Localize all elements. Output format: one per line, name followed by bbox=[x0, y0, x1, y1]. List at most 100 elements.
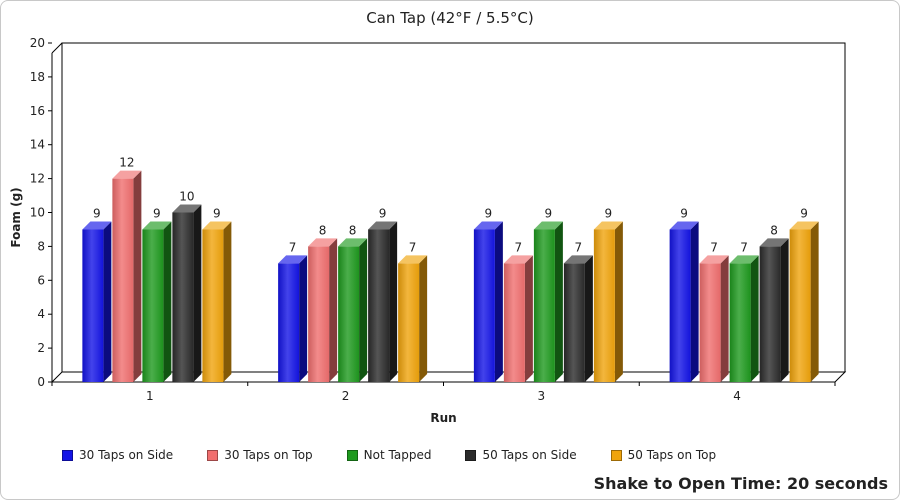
bar bbox=[699, 263, 721, 382]
bar-top bbox=[729, 255, 759, 264]
y-tick-label: 12 bbox=[30, 172, 45, 186]
legend: 30 Taps on Side 30 Taps on Top Not Tapped 5… bbox=[62, 447, 750, 463]
legend-label: 30 Taps on Top bbox=[224, 448, 313, 462]
bar-top bbox=[503, 255, 533, 264]
bar-side bbox=[750, 255, 759, 382]
legend-swatch bbox=[207, 449, 219, 461]
y-tick-label: 10 bbox=[30, 206, 45, 220]
bar-side bbox=[329, 238, 338, 382]
bar-top bbox=[308, 238, 338, 247]
bar bbox=[338, 246, 360, 382]
bar-top bbox=[593, 221, 623, 230]
data-label: 7 bbox=[515, 240, 523, 254]
data-label: 8 bbox=[349, 223, 357, 237]
x-tick-label: 3 bbox=[538, 389, 546, 403]
bar-top bbox=[202, 221, 232, 230]
bar bbox=[308, 246, 330, 382]
data-label: 8 bbox=[770, 223, 778, 237]
data-label: 12 bbox=[119, 156, 134, 170]
bar-top bbox=[533, 221, 563, 230]
y-axis-title: Foam (g) bbox=[9, 187, 23, 247]
data-label: 7 bbox=[710, 240, 718, 254]
bar-top bbox=[398, 255, 428, 264]
bar bbox=[789, 229, 811, 382]
x-tick-label: 4 bbox=[733, 389, 741, 403]
legend-item: Not Tapped bbox=[346, 448, 432, 462]
legend-label: Not Tapped bbox=[363, 448, 432, 462]
bar-top bbox=[82, 221, 112, 230]
data-label: 10 bbox=[179, 190, 194, 204]
data-label: 9 bbox=[485, 206, 493, 220]
chart-title: Can Tap (42°F / 5.5°C) bbox=[366, 9, 534, 27]
bar bbox=[202, 229, 224, 382]
y-axis-top-edge bbox=[51, 42, 63, 54]
y-tick-label: 8 bbox=[37, 239, 45, 253]
bar-side bbox=[223, 221, 232, 382]
data-label: 9 bbox=[545, 206, 553, 220]
bar bbox=[593, 229, 615, 382]
bar bbox=[112, 178, 134, 382]
x-tick-label: 2 bbox=[342, 389, 350, 403]
legend-item: 50 Taps on Top bbox=[610, 448, 717, 462]
bar-top bbox=[338, 238, 368, 247]
bar bbox=[473, 229, 495, 382]
bar-top bbox=[699, 255, 729, 264]
legend-swatch bbox=[465, 449, 477, 461]
bar-top bbox=[368, 221, 398, 230]
data-label: 8 bbox=[319, 223, 327, 237]
y-tick-label: 0 bbox=[37, 375, 45, 389]
bar-side bbox=[419, 255, 428, 382]
bar-top bbox=[278, 255, 308, 264]
bar bbox=[368, 229, 390, 382]
data-label: 9 bbox=[680, 206, 688, 220]
bar-side bbox=[163, 221, 172, 382]
bar bbox=[563, 263, 585, 382]
data-label: 9 bbox=[605, 206, 613, 220]
bar-side bbox=[810, 221, 819, 382]
bar-top bbox=[759, 238, 789, 247]
data-label: 7 bbox=[575, 240, 583, 254]
legend-swatch bbox=[610, 449, 622, 461]
data-label: 9 bbox=[213, 206, 221, 220]
bar-side bbox=[720, 255, 729, 382]
y-tick-label: 18 bbox=[30, 70, 45, 84]
legend-swatch bbox=[62, 449, 73, 461]
legend-label: 50 Taps on Top bbox=[627, 448, 717, 462]
bar bbox=[142, 229, 164, 382]
legend-label: 30 Taps on Side bbox=[79, 448, 174, 462]
bar-side bbox=[359, 238, 368, 382]
data-label: 9 bbox=[800, 206, 808, 220]
bar-side bbox=[193, 204, 202, 382]
bar-side bbox=[133, 170, 142, 382]
bar-side bbox=[389, 221, 398, 382]
x-axis-title: Run bbox=[430, 411, 456, 425]
bar bbox=[533, 229, 555, 382]
legend-label: 50 Taps on Side bbox=[482, 448, 577, 462]
legend-item: 30 Taps on Side bbox=[62, 448, 173, 462]
y-tick-label: 16 bbox=[30, 104, 45, 118]
bar bbox=[503, 263, 525, 382]
bar-chart: 0 2 4 6 8 10 12 14 16 18 20 Foam (g) Run 1 9 12 9 10 9 2 7 8 8… bbox=[9, 36, 847, 425]
bar-side bbox=[524, 255, 533, 382]
footnote: Shake to Open Time: 20 seconds bbox=[593, 474, 888, 493]
bar-side bbox=[584, 255, 593, 382]
bar-top bbox=[112, 170, 142, 179]
y-tick-label: 14 bbox=[30, 138, 45, 152]
bar-side bbox=[299, 255, 308, 382]
bar-top bbox=[172, 204, 202, 213]
bar bbox=[82, 229, 104, 382]
bar bbox=[669, 229, 691, 382]
data-label: 7 bbox=[289, 240, 297, 254]
bar-top bbox=[563, 255, 593, 264]
bar bbox=[729, 263, 751, 382]
y-tick-label: 6 bbox=[37, 273, 45, 287]
data-label: 9 bbox=[153, 206, 161, 220]
legend-item: 50 Taps on Side bbox=[465, 448, 577, 462]
bar-side bbox=[780, 238, 789, 382]
bar-top bbox=[473, 221, 503, 230]
bar-side bbox=[103, 221, 112, 382]
data-label: 7 bbox=[740, 240, 748, 254]
legend-item: 30 Taps on Top bbox=[207, 448, 313, 462]
data-label: 9 bbox=[93, 206, 101, 220]
y-tick-label: 20 bbox=[30, 36, 45, 50]
